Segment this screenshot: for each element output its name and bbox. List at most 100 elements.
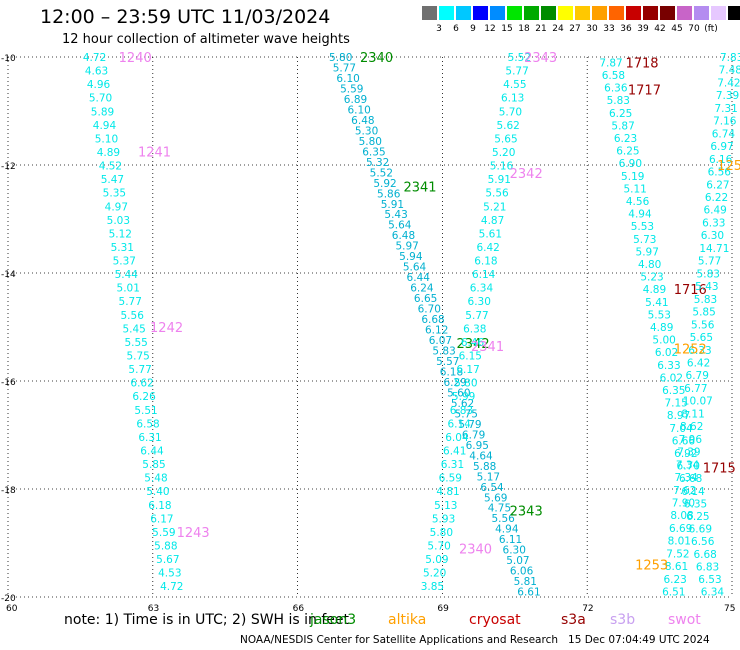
wave-height-point: 7.39: [677, 447, 700, 459]
wave-height-point: 6.83: [696, 561, 719, 573]
wave-height-point: 7.87: [599, 57, 622, 69]
track-time-label: 2340: [360, 51, 393, 66]
wave-height-point: 6.97: [710, 141, 733, 153]
wave-height-point: 6.25: [609, 108, 632, 120]
wave-height-point: 6.92: [674, 448, 697, 460]
wave-height-point: 5.88: [154, 540, 177, 552]
wave-height-point: 5.81: [514, 576, 537, 588]
wave-height-point: 4.81: [436, 486, 459, 498]
wave-height-point: 6.69: [689, 524, 712, 536]
wave-height-point: 5.53: [631, 221, 654, 233]
y-tick-label: -16: [1, 378, 16, 388]
color-scale-label: 33: [603, 24, 615, 34]
y-tick-label: -14: [1, 270, 16, 280]
track-time-label: 1254: [717, 159, 740, 174]
color-scale-label: 9: [470, 24, 476, 34]
wave-height-point: 6.41: [443, 446, 466, 458]
wave-height-point: 5.52: [370, 167, 393, 179]
wave-height-point: 7.42: [717, 77, 740, 89]
color-scale-swatch: [609, 6, 624, 20]
wave-height-point: 5.86: [377, 188, 401, 200]
wave-height-point: 6.65: [414, 293, 437, 305]
wave-height-point: 5.43: [695, 281, 718, 293]
credit-line: NOAA/NESDIS Center for Satellite Applica…: [240, 634, 710, 646]
wave-height-point: 6.12: [425, 325, 448, 337]
y-tick-label: -20: [1, 594, 16, 604]
track-time-label: 1252: [674, 343, 707, 358]
wave-height-point: 7.15: [664, 398, 687, 410]
wave-height-point: 6.02: [660, 372, 683, 384]
wave-height-point: 5.77: [698, 256, 721, 268]
wave-height-point: 7.52: [666, 548, 689, 560]
wave-height-point: 6.70: [418, 304, 441, 316]
wave-height-point: 5.77: [333, 62, 356, 74]
wave-height-point: 5.91: [488, 174, 511, 186]
wave-height-point: 5.80: [359, 136, 382, 148]
wave-height-point: 6.48: [392, 230, 415, 242]
wave-height-point: 6.14: [681, 486, 705, 498]
wave-height-point: 6.30: [701, 230, 724, 242]
wave-height-point: 6.48: [351, 115, 374, 127]
wave-height-point: 6.35: [684, 498, 707, 510]
wave-height-point: 4.72: [83, 52, 106, 64]
wave-height-point: 5.31: [111, 242, 134, 254]
color-scale-label: 24: [552, 24, 564, 34]
wave-height-point: 6.31: [441, 459, 464, 471]
wave-height-point: 6.27: [706, 179, 729, 191]
wave-height-point: 6.24: [410, 283, 434, 295]
x-tick-label: 63: [148, 604, 159, 614]
wave-height-point: 4.89: [643, 284, 666, 296]
wave-height-point: 5.12: [109, 228, 132, 240]
wave-height-point: 6.23: [663, 574, 686, 586]
wave-height-point: 4.55: [503, 79, 526, 91]
track-time-label: 2343: [510, 505, 543, 520]
satellite-legend-item: jason3: [310, 612, 357, 628]
wave-height-point: 5.19: [621, 171, 644, 183]
wave-height-point: 7.90: [672, 498, 695, 510]
wave-height-point: 6.22: [705, 192, 728, 204]
wave-height-point: 5.56: [691, 319, 715, 331]
wave-height-point: 5.40: [146, 486, 169, 498]
wave-height-point: 6.33: [688, 345, 711, 357]
track-time-label: 1240: [119, 51, 152, 66]
wave-height-point: 6.70: [677, 461, 700, 473]
color-scale-swatch: [524, 6, 539, 20]
color-scale-swatch: [728, 6, 740, 20]
wave-height-point: 5.43: [384, 209, 407, 221]
wave-height-point: 5.75: [455, 408, 478, 420]
y-tick-label: -18: [1, 486, 16, 496]
wave-height-point: 5.65: [690, 332, 713, 344]
wave-height-point: 4.53: [158, 568, 181, 580]
wave-height-point: 6.30: [503, 545, 526, 557]
color-scale-label: 70: [688, 24, 700, 34]
wave-height-point: 5.35: [103, 188, 126, 200]
track-time-label: 1242: [150, 321, 183, 336]
color-scale-label: 39: [637, 24, 649, 34]
wave-height-point: 5.97: [636, 246, 659, 258]
wave-height-point: 6.62: [130, 378, 153, 390]
wave-height-point: 4.63: [85, 66, 108, 78]
wave-height-point: 5.01: [117, 283, 140, 295]
x-tick-label: 72: [582, 604, 593, 614]
wave-height-point: 6.53: [698, 574, 721, 586]
y-tick-label: -12: [1, 162, 16, 172]
wave-height-point: 6.77: [684, 383, 707, 395]
y-tick-label: -10: [1, 54, 16, 64]
color-scale-swatch: [677, 6, 692, 20]
wave-height-point: 6.61: [517, 587, 540, 599]
wave-height-point: 5.20: [492, 147, 515, 159]
wave-height-point: 6.10: [336, 73, 359, 85]
wave-height-point: 5.37: [113, 256, 136, 268]
wave-height-point: 6.89: [344, 94, 367, 106]
wave-height-point: 6.69: [669, 523, 692, 535]
track-time-label: 1243: [177, 526, 210, 541]
wave-height-point: 5.57: [436, 356, 459, 368]
wave-height-point: 6.38: [463, 323, 486, 335]
wave-height-point: 6.42: [687, 357, 710, 369]
wave-height-point: 7.34: [676, 459, 700, 471]
x-tick-label: 66: [293, 604, 305, 614]
track-time-label: 1717: [628, 83, 661, 98]
wave-height-point: 8.62: [680, 421, 703, 433]
wave-height-point: 4.89: [650, 322, 673, 334]
wave-height-point: 6.46: [461, 337, 485, 349]
